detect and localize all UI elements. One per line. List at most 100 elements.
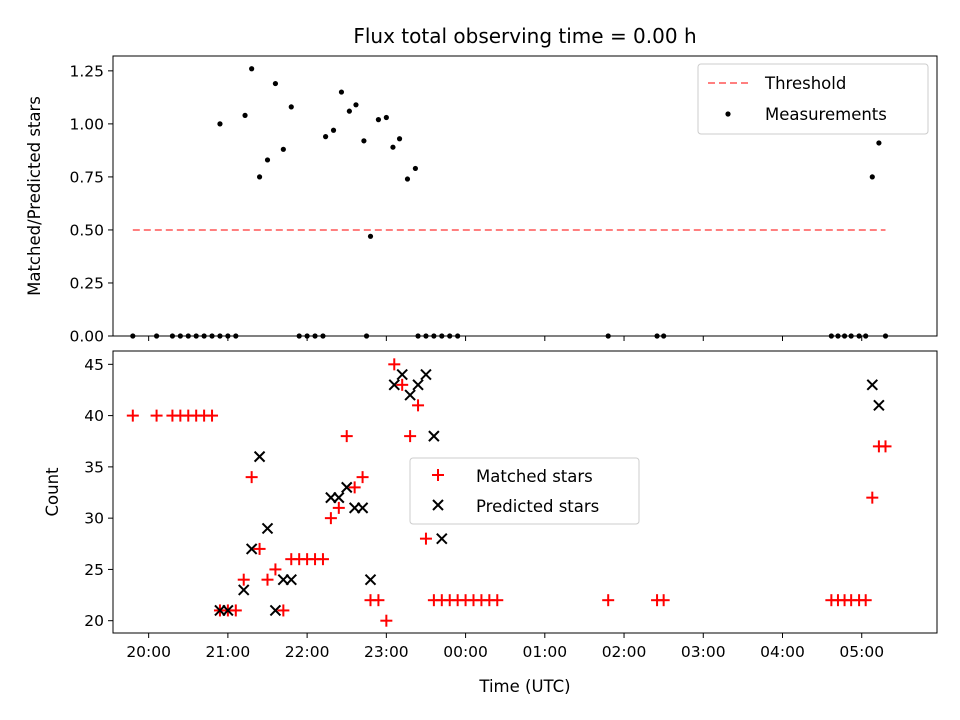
measurement-point bbox=[404, 176, 411, 182]
predicted-star-point bbox=[269, 604, 282, 617]
y-tick-label: 1.25 bbox=[69, 62, 104, 80]
predicted-star-point bbox=[364, 573, 377, 586]
measurement-point bbox=[249, 66, 255, 72]
matched-star-point bbox=[412, 399, 425, 412]
measurement-point bbox=[338, 89, 345, 95]
measurement-point bbox=[375, 117, 382, 123]
bottom-y-axis-label: Count bbox=[43, 467, 62, 517]
legend-matched-label: Matched stars bbox=[476, 467, 593, 486]
predicted-star-point bbox=[333, 491, 345, 504]
predicted-star-point bbox=[356, 502, 369, 514]
x-tick-label: 04:00 bbox=[760, 643, 805, 661]
measurement-point bbox=[272, 80, 279, 87]
x-tick-label: 02:00 bbox=[602, 643, 647, 661]
predicted-star-point bbox=[285, 573, 297, 586]
matched-star-point bbox=[866, 491, 879, 504]
matched-star-point bbox=[261, 573, 274, 586]
y-tick-label: 25 bbox=[84, 561, 104, 579]
measurement-point bbox=[396, 136, 403, 142]
predicted-star-point bbox=[866, 379, 879, 391]
matched-star-point bbox=[253, 542, 266, 555]
matched-star-point bbox=[879, 440, 892, 453]
bottom-legend: Matched stars Predicted stars bbox=[409, 457, 640, 525]
top-legend: Threshold Measurements bbox=[697, 63, 929, 135]
measurement-point bbox=[242, 112, 248, 118]
x-tick-label: 22:00 bbox=[285, 643, 330, 661]
measurement-point bbox=[346, 108, 352, 114]
predicted-star-point bbox=[388, 379, 400, 391]
predicted-star-point bbox=[873, 399, 885, 412]
measurement-point bbox=[217, 121, 223, 127]
y-tick-label: 0.25 bbox=[69, 274, 104, 292]
y-tick-label: 45 bbox=[84, 356, 104, 374]
top-legend-box bbox=[697, 63, 929, 135]
matched-star-point bbox=[380, 614, 393, 627]
x-tick-label: 05:00 bbox=[839, 643, 884, 661]
legend-measurements-marker bbox=[725, 111, 731, 117]
predicted-star-point bbox=[428, 430, 440, 442]
predicted-star-point bbox=[412, 379, 424, 391]
matched-star-point bbox=[356, 471, 369, 484]
measurement-point bbox=[390, 144, 396, 150]
matched-star-point bbox=[150, 409, 163, 422]
y-tick-label: 0.00 bbox=[69, 328, 104, 346]
matched-star-point bbox=[277, 604, 290, 617]
measurement-point bbox=[288, 104, 294, 110]
matched-star-point bbox=[348, 481, 361, 494]
predicted-star-point bbox=[420, 368, 432, 381]
y-tick-label: 40 bbox=[84, 407, 104, 425]
measurement-point bbox=[876, 140, 882, 146]
matched-star-point bbox=[324, 512, 337, 525]
matched-star-point bbox=[245, 471, 258, 484]
predicted-star-point bbox=[222, 604, 234, 617]
x-tick-label: 00:00 bbox=[443, 643, 488, 661]
predicted-star-point bbox=[341, 481, 353, 494]
legend-matched-marker bbox=[432, 469, 444, 481]
legend-predicted-label: Predicted stars bbox=[476, 497, 599, 516]
matched-star-point bbox=[388, 358, 401, 371]
plot-frame bbox=[112, 350, 938, 634]
legend-threshold-label: Threshold bbox=[764, 74, 846, 93]
measurement-point bbox=[256, 174, 263, 180]
x-tick-label: 20:00 bbox=[126, 643, 171, 661]
matched-star-point bbox=[340, 430, 353, 443]
matched-star-point bbox=[396, 378, 409, 391]
measurement-point bbox=[412, 165, 418, 172]
x-tick-label: 01:00 bbox=[522, 643, 567, 661]
y-tick-label: 1.00 bbox=[69, 115, 104, 133]
x-tick-label: 21:00 bbox=[206, 643, 251, 661]
y-tick-label: 0.50 bbox=[69, 221, 104, 239]
chart-title: Flux total observing time = 0.00 h bbox=[353, 24, 696, 48]
matched-star-point bbox=[126, 409, 139, 422]
matched-star-point bbox=[404, 430, 417, 443]
matched-star-point bbox=[657, 594, 670, 607]
x-tick-label: 23:00 bbox=[364, 643, 409, 661]
y-tick-label: 35 bbox=[84, 458, 104, 476]
predicted-star-point bbox=[245, 543, 258, 555]
matched-star-point bbox=[332, 501, 345, 514]
x-tick-label: 03:00 bbox=[681, 643, 726, 661]
plot-frame bbox=[112, 55, 938, 337]
y-tick-label: 0.75 bbox=[69, 168, 104, 186]
measurement-point bbox=[361, 138, 367, 144]
predicted-star-point bbox=[261, 522, 274, 535]
measurement-point bbox=[264, 157, 271, 163]
matched-star-point bbox=[419, 532, 432, 545]
matched-star-point bbox=[237, 573, 250, 586]
predicted-star-point bbox=[253, 450, 266, 463]
x-axis-label: Time (UTC) bbox=[478, 677, 570, 696]
predicted-star-point bbox=[396, 368, 408, 381]
legend-predicted-marker bbox=[432, 499, 444, 511]
predicted-star-point bbox=[436, 532, 448, 545]
measurement-point bbox=[330, 127, 337, 133]
measurement-point bbox=[383, 114, 389, 121]
matched-star-point bbox=[372, 594, 385, 607]
measurement-point bbox=[323, 134, 329, 140]
measurement-point bbox=[280, 146, 286, 152]
matched-star-point bbox=[316, 553, 329, 566]
y-tick-label: 20 bbox=[84, 612, 104, 630]
measurement-point bbox=[869, 174, 875, 180]
top-y-axis-label: Matched/Predicted stars bbox=[25, 96, 44, 296]
predicted-star-point bbox=[238, 584, 250, 596]
